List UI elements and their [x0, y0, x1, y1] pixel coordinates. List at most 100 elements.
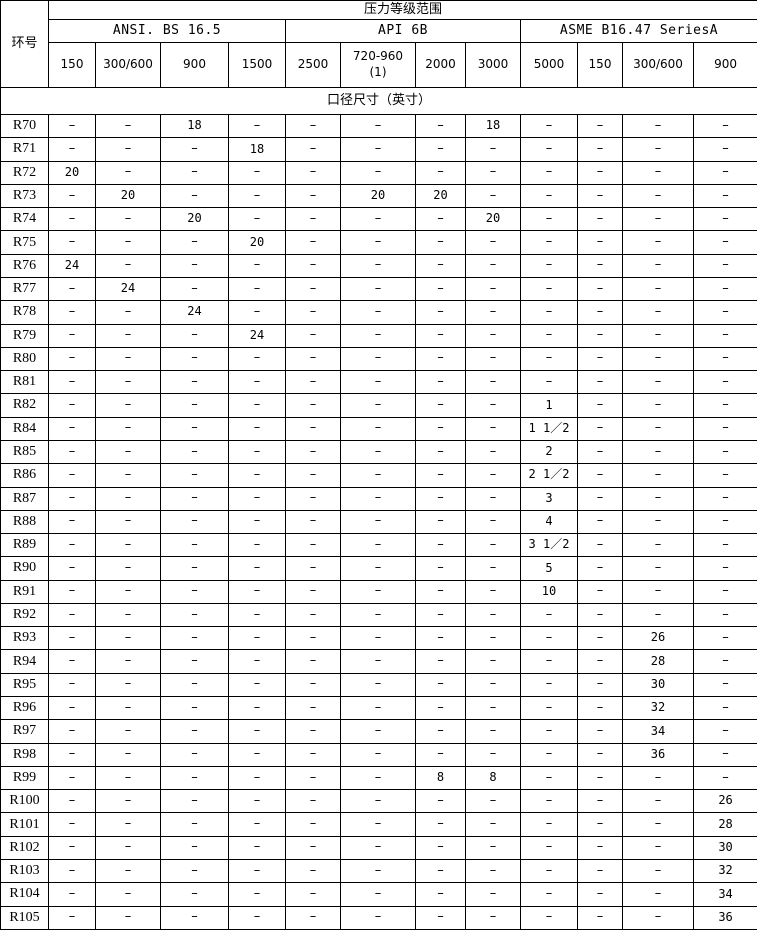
cell-empty: –: [95, 463, 161, 488]
cell-size-value: 20: [95, 183, 161, 209]
cell-empty: –: [340, 509, 416, 535]
column-header-api-2500: 2500: [285, 42, 341, 88]
cell-empty: –: [48, 346, 96, 372]
table-row: R74– –20– – – –20– – – –: [0, 207, 757, 232]
nominal-size-band-header: 口径尺寸（英寸）: [0, 87, 757, 115]
cell-empty: –: [577, 789, 623, 814]
cell-empty: –: [340, 742, 416, 767]
cell-empty: –: [228, 253, 286, 278]
cell-empty: –: [48, 672, 96, 698]
cell-empty: –: [95, 486, 161, 511]
row-ring-number: R97: [0, 719, 49, 744]
cell-empty: –: [340, 486, 416, 511]
cell-size-value: 5: [520, 556, 578, 581]
cell-empty: –: [465, 416, 521, 441]
cell-empty: –: [48, 556, 96, 581]
column-header-label: 900: [714, 57, 737, 72]
cell-empty: –: [692, 160, 757, 185]
cell-empty: –: [520, 719, 578, 744]
cell-empty: –: [465, 696, 521, 721]
row-ring-number: R81: [0, 370, 49, 395]
cell-empty: –: [465, 276, 521, 302]
row-ring-number: R79: [0, 323, 49, 348]
cell-empty: –: [520, 207, 578, 232]
cell-size-value: 20: [228, 230, 286, 255]
cell-empty: –: [228, 183, 286, 209]
cell-empty: –: [160, 579, 229, 604]
cell-empty: –: [95, 905, 161, 930]
cell-empty: –: [577, 742, 623, 767]
cell-empty: –: [160, 463, 229, 488]
cell-empty: –: [520, 276, 578, 302]
table-row: R98– – – – – – – – – –36–: [0, 742, 757, 767]
cell-empty: –: [48, 719, 96, 744]
cell-empty: –: [340, 160, 416, 185]
cell-empty: –: [160, 439, 229, 465]
cell-empty: –: [285, 533, 341, 558]
cell-empty: –: [48, 439, 96, 465]
cell-size-value: 28: [622, 649, 694, 674]
cell-empty: –: [285, 393, 341, 418]
cell-empty: –: [520, 649, 578, 674]
cell-empty: –: [160, 230, 229, 255]
table-row: R95– – – – – – – – – –30–: [0, 672, 757, 698]
cell-empty: –: [285, 300, 341, 325]
standard-group-ansi-bs: ANSI. BS 16.5: [48, 19, 286, 43]
cell-empty: –: [520, 858, 578, 884]
cell-empty: –: [340, 649, 416, 674]
cell-empty: –: [692, 207, 757, 232]
cell-empty: –: [465, 160, 521, 185]
row-ring-number: R96: [0, 696, 49, 721]
cell-empty: –: [465, 812, 521, 837]
cell-empty: –: [160, 370, 229, 395]
cell-empty: –: [692, 370, 757, 395]
cell-empty: –: [520, 882, 578, 907]
cell-empty: –: [48, 230, 96, 255]
cell-empty: –: [285, 626, 341, 651]
cell-empty: –: [415, 509, 466, 535]
cell-size-value: 24: [48, 253, 96, 278]
cell-empty: –: [95, 509, 161, 535]
cell-empty: –: [228, 439, 286, 465]
cell-empty: –: [577, 113, 623, 139]
cell-empty: –: [622, 882, 694, 907]
cell-empty: –: [285, 719, 341, 744]
table-header: 环号 压力等级范围 ANSI. BS 16.5 API 6B ASME B16.…: [0, 0, 757, 115]
cell-empty: –: [340, 858, 416, 884]
cell-empty: –: [48, 649, 96, 674]
cell-empty: –: [95, 137, 161, 162]
cell-empty: –: [48, 393, 96, 418]
cell-empty: –: [48, 207, 96, 232]
cell-empty: –: [285, 207, 341, 232]
cell-empty: –: [48, 323, 96, 348]
cell-empty: –: [577, 276, 623, 302]
cell-empty: –: [160, 626, 229, 651]
cell-empty: –: [95, 789, 161, 814]
cell-empty: –: [577, 370, 623, 395]
cell-empty: –: [340, 346, 416, 372]
cell-size-value: 30: [692, 835, 757, 861]
cell-empty: –: [415, 463, 466, 488]
cell-empty: –: [520, 696, 578, 721]
cell-empty: –: [577, 183, 623, 209]
cell-empty: –: [228, 370, 286, 395]
cell-empty: –: [340, 882, 416, 907]
cell-empty: –: [48, 533, 96, 558]
cell-empty: –: [160, 556, 229, 581]
row-ring-number: R71: [0, 137, 49, 162]
cell-empty: –: [285, 672, 341, 698]
column-header-ansi-900: 900: [160, 42, 229, 88]
row-ring-number: R85: [0, 439, 49, 465]
table-row: R86– – – – – – – –2 1／2– – –: [0, 463, 757, 488]
cell-empty: –: [520, 672, 578, 698]
cell-empty: –: [415, 486, 466, 511]
cell-size-value: 34: [622, 719, 694, 744]
column-header-label: 3000: [477, 57, 509, 72]
cell-size-value: 8: [465, 765, 521, 791]
cell-empty: –: [285, 509, 341, 535]
cell-empty: –: [48, 742, 96, 767]
row-ring-number: R102: [0, 835, 49, 861]
row-ring-number: R88: [0, 509, 49, 535]
table-row: R76 24– – – – – – – – – – –: [0, 253, 757, 278]
